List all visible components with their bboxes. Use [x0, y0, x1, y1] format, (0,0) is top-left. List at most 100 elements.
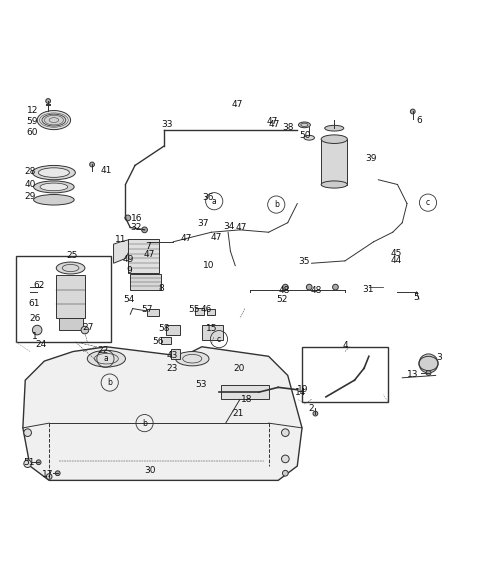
- Text: a: a: [212, 197, 216, 206]
- Text: 5: 5: [414, 293, 420, 302]
- Text: c: c: [217, 335, 221, 343]
- Text: b: b: [274, 200, 279, 209]
- Text: 55: 55: [188, 305, 200, 314]
- Text: c: c: [426, 198, 430, 207]
- Text: 47: 47: [144, 250, 155, 259]
- Circle shape: [419, 354, 438, 373]
- Text: 17: 17: [42, 470, 54, 479]
- Circle shape: [46, 98, 50, 104]
- Bar: [171, 349, 180, 359]
- Text: 31: 31: [362, 285, 373, 294]
- Text: 29: 29: [24, 192, 36, 201]
- Bar: [16, 256, 111, 342]
- Circle shape: [282, 470, 288, 476]
- Text: b: b: [142, 419, 147, 428]
- Text: 6: 6: [416, 116, 422, 124]
- Bar: [59, 318, 83, 330]
- Circle shape: [46, 474, 52, 479]
- Ellipse shape: [176, 351, 209, 366]
- Ellipse shape: [37, 111, 71, 130]
- Text: 18: 18: [240, 395, 252, 404]
- Text: 34: 34: [223, 222, 235, 231]
- Text: 35: 35: [299, 257, 310, 266]
- Bar: [166, 325, 180, 335]
- Text: 40: 40: [24, 180, 36, 189]
- Ellipse shape: [321, 135, 348, 144]
- Text: 19: 19: [297, 385, 309, 394]
- Text: 38: 38: [282, 123, 293, 132]
- Text: 58: 58: [158, 324, 169, 333]
- Circle shape: [313, 411, 318, 416]
- Text: 59: 59: [27, 117, 38, 126]
- Bar: [56, 275, 85, 318]
- Text: 21: 21: [232, 409, 243, 418]
- Polygon shape: [114, 239, 132, 263]
- Ellipse shape: [56, 262, 85, 274]
- Text: 48: 48: [278, 287, 289, 295]
- Bar: [302, 347, 388, 402]
- Bar: [147, 309, 159, 316]
- Text: 52: 52: [276, 295, 288, 305]
- Bar: [221, 385, 269, 400]
- Text: 33: 33: [162, 120, 173, 129]
- Bar: [130, 274, 161, 290]
- Text: 4: 4: [342, 341, 348, 350]
- Text: 10: 10: [203, 261, 215, 270]
- Text: b: b: [108, 378, 112, 387]
- Bar: [161, 337, 171, 345]
- Text: 1: 1: [32, 332, 37, 341]
- Circle shape: [410, 109, 415, 114]
- Circle shape: [90, 162, 95, 167]
- Text: 37: 37: [197, 219, 208, 228]
- Text: 47: 47: [236, 223, 247, 232]
- Bar: [128, 239, 159, 273]
- Ellipse shape: [299, 122, 311, 128]
- Text: 26: 26: [29, 314, 40, 323]
- Ellipse shape: [40, 183, 68, 190]
- Text: 9: 9: [126, 266, 132, 275]
- Text: 47: 47: [232, 100, 243, 109]
- Text: 54: 54: [123, 295, 135, 305]
- Text: 23: 23: [167, 364, 178, 373]
- Text: 51: 51: [24, 458, 35, 467]
- Ellipse shape: [87, 350, 125, 367]
- Text: 12: 12: [27, 106, 38, 115]
- Text: 56: 56: [152, 336, 164, 346]
- Text: 20: 20: [233, 364, 245, 373]
- Text: 44: 44: [391, 256, 402, 265]
- Text: 45: 45: [391, 249, 402, 258]
- Ellipse shape: [33, 166, 75, 179]
- Text: 24: 24: [35, 340, 46, 349]
- Circle shape: [125, 215, 131, 221]
- Circle shape: [55, 471, 60, 475]
- Text: 11: 11: [115, 235, 126, 244]
- Circle shape: [24, 429, 32, 437]
- Text: 13: 13: [407, 370, 419, 379]
- Text: 47: 47: [269, 120, 280, 129]
- Text: 8: 8: [158, 284, 164, 292]
- Circle shape: [81, 326, 89, 334]
- Text: 61: 61: [28, 299, 39, 308]
- Bar: [321, 139, 348, 185]
- Circle shape: [282, 284, 288, 290]
- Bar: [206, 309, 215, 315]
- Bar: [202, 325, 223, 340]
- Text: 50: 50: [300, 131, 311, 140]
- Text: 16: 16: [131, 214, 142, 223]
- Text: 47: 47: [267, 117, 278, 126]
- Text: 48: 48: [311, 287, 322, 295]
- Bar: [195, 307, 204, 315]
- Ellipse shape: [324, 125, 344, 131]
- Text: 27: 27: [83, 323, 94, 332]
- Text: 43: 43: [167, 351, 178, 360]
- Text: 14: 14: [295, 387, 307, 397]
- Text: 49: 49: [122, 255, 133, 265]
- Text: 25: 25: [66, 251, 78, 259]
- Ellipse shape: [42, 114, 66, 126]
- Text: 2: 2: [309, 404, 314, 413]
- Text: 39: 39: [365, 154, 377, 163]
- Circle shape: [281, 429, 289, 437]
- Ellipse shape: [304, 135, 314, 140]
- Text: 36: 36: [202, 193, 213, 203]
- Circle shape: [24, 460, 32, 467]
